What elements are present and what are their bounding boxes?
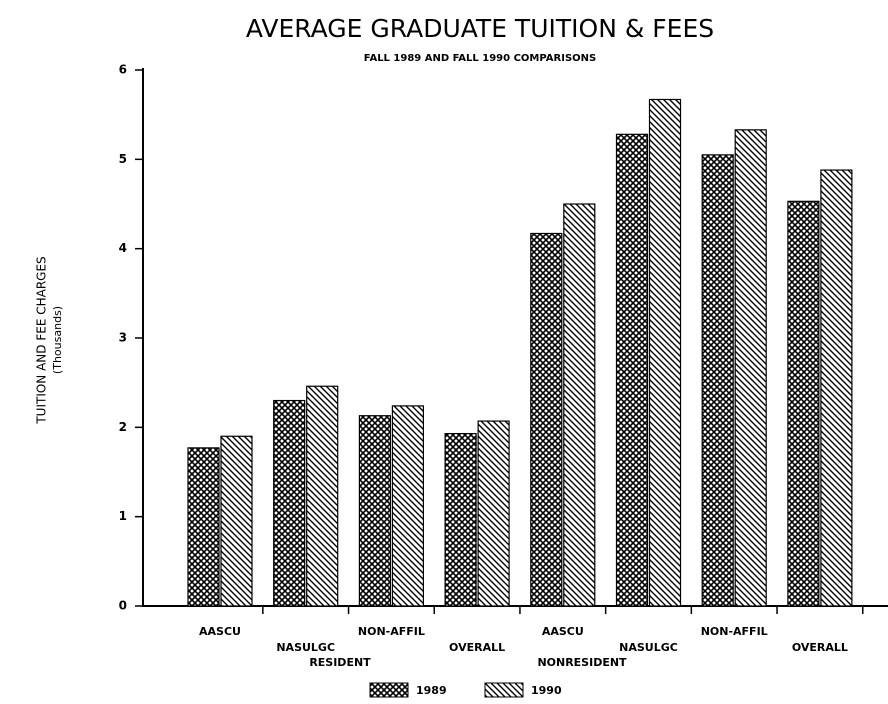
- x-tick-label: NON-AFFIL: [701, 625, 768, 638]
- chart-subtitle: FALL 1989 AND FALL 1990 COMPARISONS: [364, 53, 596, 64]
- bar: [306, 385, 339, 607]
- y-axis-label: TUITION AND FEE CHARGES: [35, 256, 49, 424]
- bar: [787, 200, 820, 607]
- y-tick-label: 5: [119, 152, 127, 166]
- bar: [530, 232, 563, 607]
- x-tick-label: AASCU: [199, 625, 241, 638]
- bar: [820, 169, 853, 607]
- x-tick-label: OVERALL: [792, 641, 848, 654]
- group-label: RESIDENT: [309, 656, 371, 669]
- bar: [701, 154, 734, 607]
- legend-swatch: [369, 682, 409, 698]
- bar: [615, 133, 649, 607]
- bar: [444, 432, 477, 607]
- bar: [187, 447, 220, 607]
- y-tick-label: 2: [119, 420, 127, 434]
- bar: [358, 415, 391, 607]
- bar: [477, 420, 510, 607]
- x-tick-label: OVERALL: [449, 641, 505, 654]
- bar: [734, 129, 767, 607]
- bar: [563, 203, 596, 607]
- bar: [273, 399, 306, 607]
- y-axis-units: (Thousands): [51, 306, 64, 374]
- x-tick-label: NON-AFFIL: [358, 625, 425, 638]
- y-tick-label: 3: [119, 331, 127, 345]
- chart-title: AVERAGE GRADUATE TUITION & FEES: [246, 14, 714, 43]
- x-tick-label: NASULGC: [276, 641, 335, 654]
- group-label: NONRESIDENT: [537, 656, 627, 669]
- x-tick-label: AASCU: [542, 625, 584, 638]
- y-tick-label: 0: [119, 599, 127, 613]
- bar: [648, 98, 682, 607]
- legend-label: 1989: [416, 684, 447, 697]
- y-tick-label: 6: [119, 63, 127, 77]
- y-tick-label: 4: [119, 241, 127, 255]
- bar: [391, 405, 424, 607]
- legend-swatch: [484, 682, 524, 698]
- legend-label: 1990: [531, 684, 562, 697]
- bar: [220, 435, 253, 607]
- x-tick-label: NASULGC: [619, 641, 678, 654]
- y-tick-label: 1: [119, 509, 127, 523]
